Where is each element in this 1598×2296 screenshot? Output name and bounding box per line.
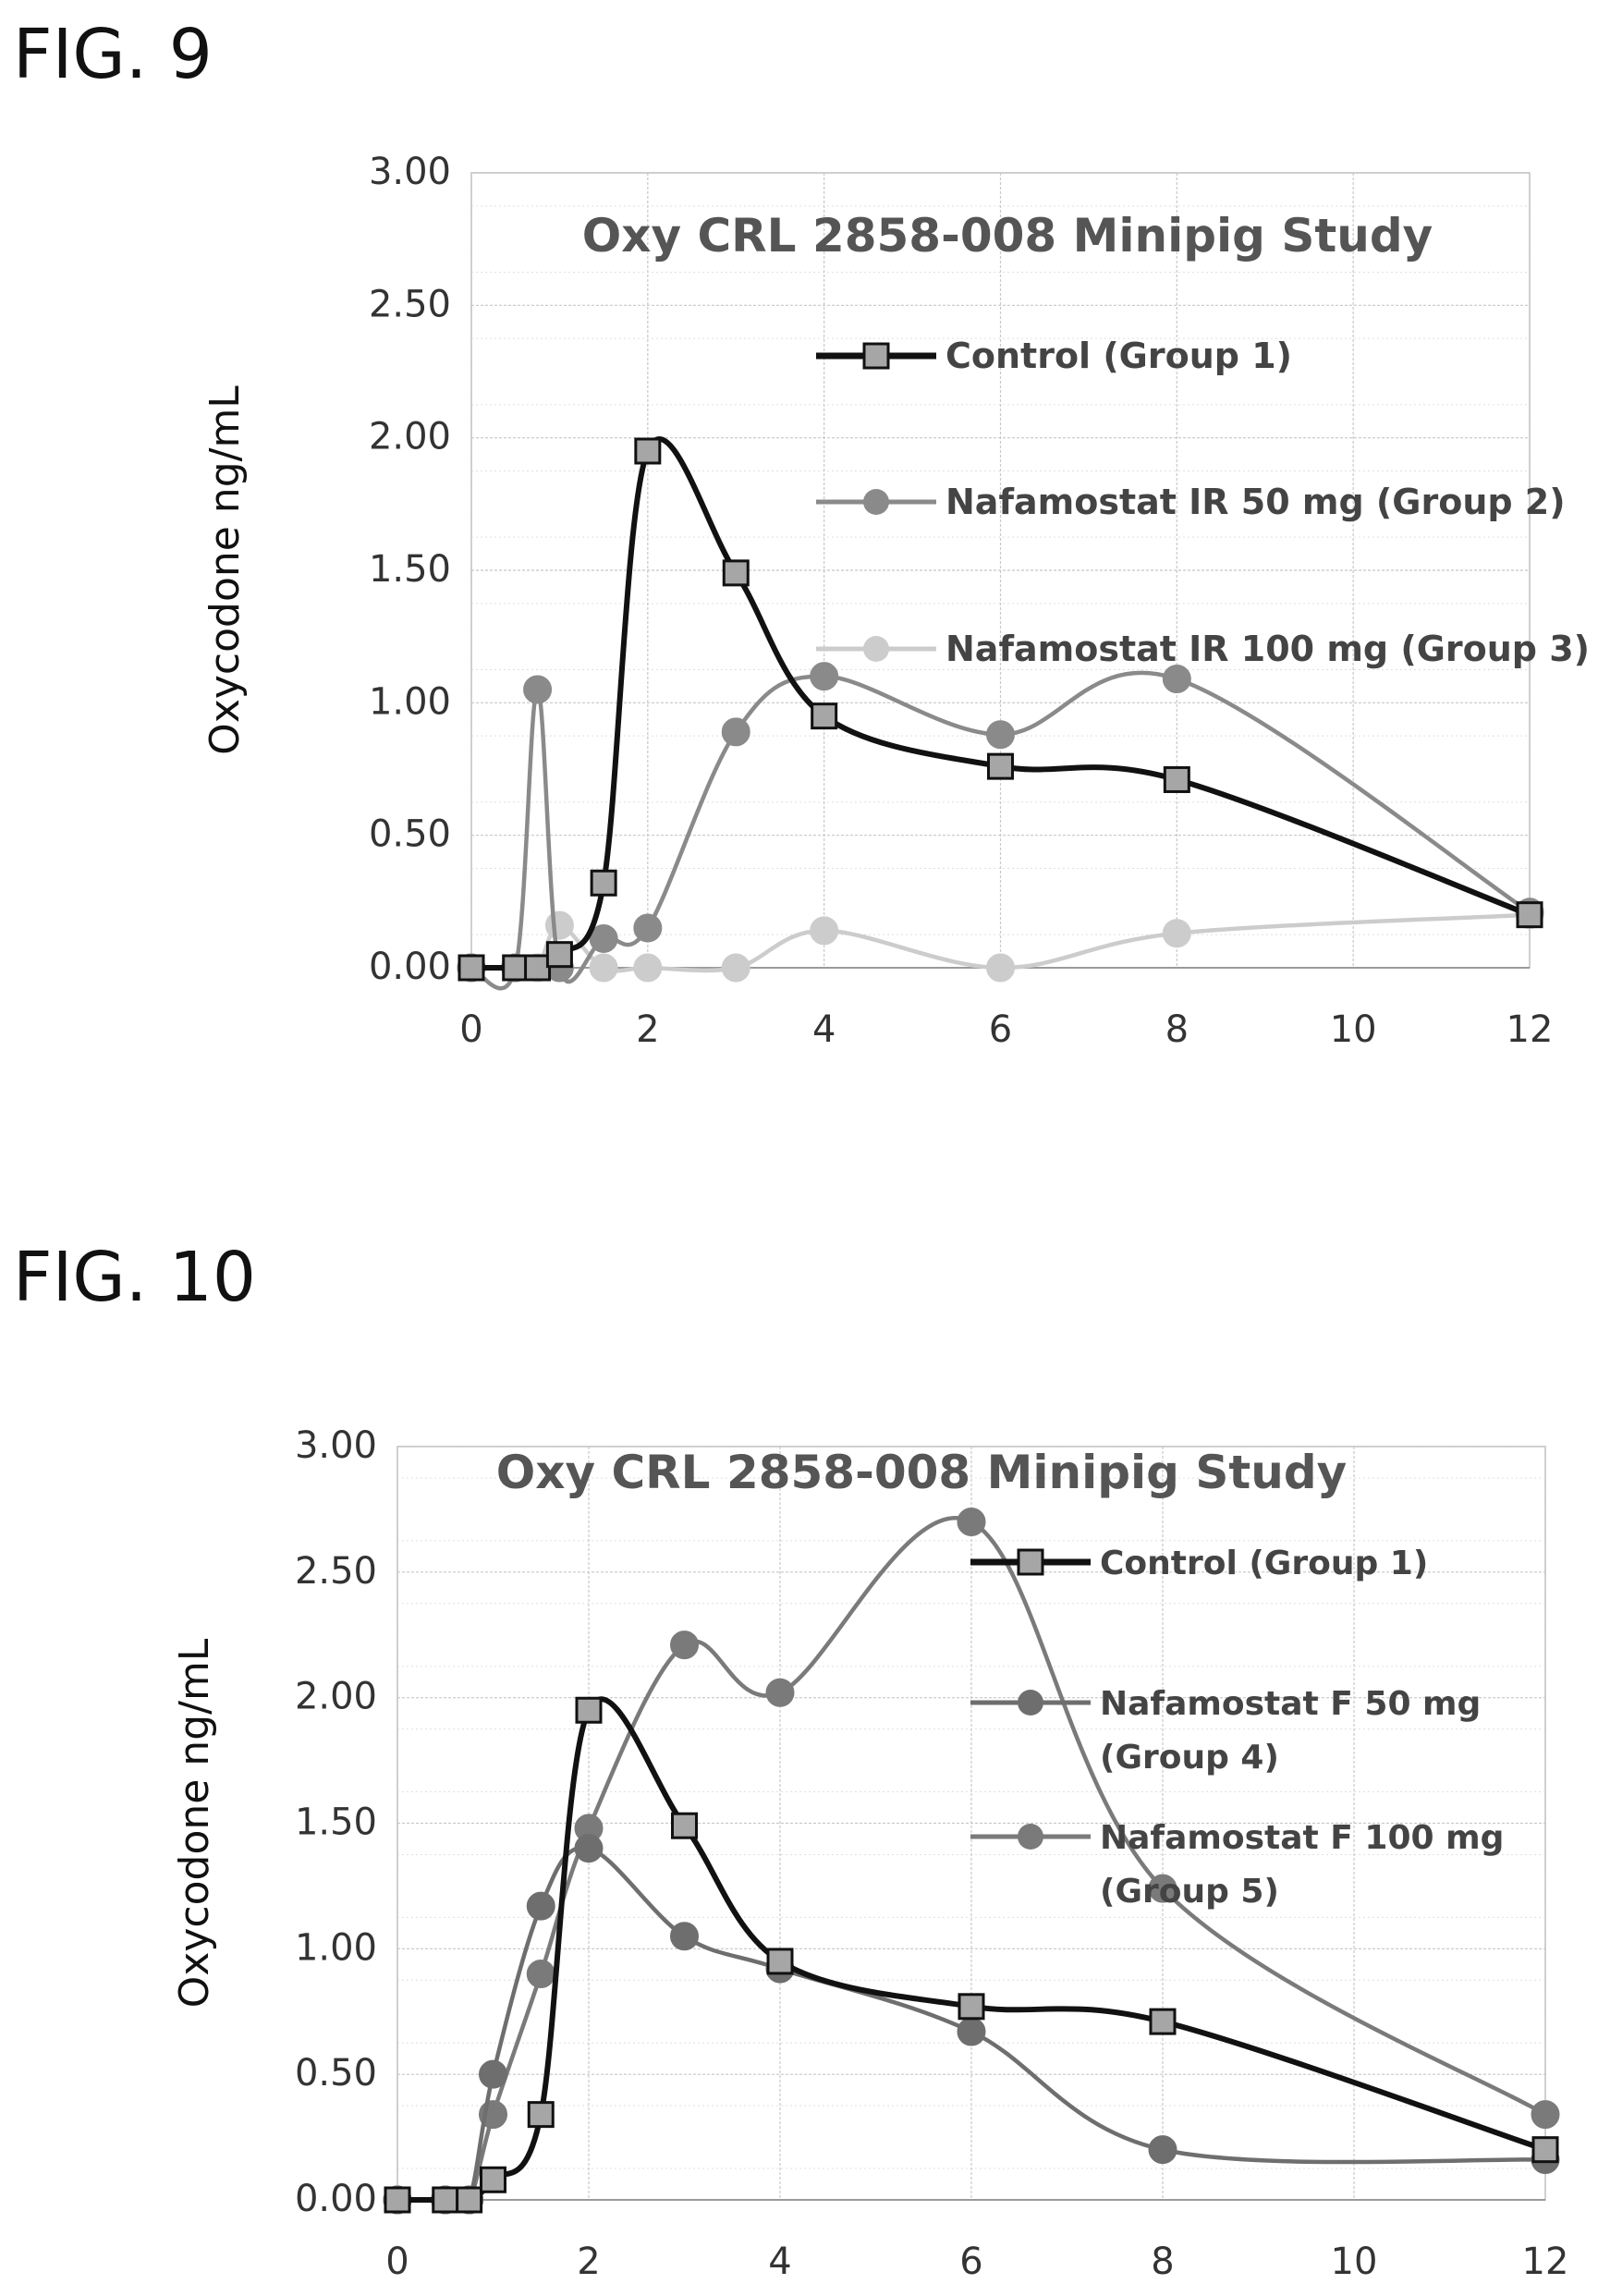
chart2-series-1-marker xyxy=(1531,2136,1559,2164)
chart1-legend-swatch-marker xyxy=(863,636,889,662)
chart2-series-2-marker xyxy=(574,1834,604,1863)
chart2-legend-label: Nafamostat F 50 mg xyxy=(1100,1685,1481,1723)
chart1-y-tick-label: 2.50 xyxy=(369,283,451,325)
chart1-series-3-marker xyxy=(633,953,663,983)
chart1-legend-swatch-marker xyxy=(862,342,890,370)
chart1-x-tick-label: 0 xyxy=(459,1008,482,1051)
chart1-y-tick-label: 3.00 xyxy=(369,151,451,193)
chart1-x-tick-label: 12 xyxy=(1507,1008,1554,1051)
chart1-series-2-marker xyxy=(986,720,1015,750)
chart1-series-3-marker xyxy=(986,953,1015,983)
chart1-series-1-marker xyxy=(590,869,617,897)
chart2-series-1-marker xyxy=(384,2186,411,2214)
chart1-legend-label: Control (Group 1) xyxy=(945,336,1292,376)
chart2-x-tick-label: 2 xyxy=(577,2241,600,2283)
chart1-y-tick-label: 0.50 xyxy=(369,813,451,856)
chart1-y-tick-label: 2.00 xyxy=(369,416,451,458)
chart2-x-tick-label: 12 xyxy=(1522,2241,1569,2283)
chart2-series-3-marker xyxy=(526,1960,555,1988)
chart2-y-tick-label: 1.00 xyxy=(295,1926,377,1969)
chart2-y-tick-label: 1.50 xyxy=(295,1801,377,1844)
chart1-x-tick-label: 2 xyxy=(636,1008,659,1051)
chart1-series-1-marker xyxy=(811,702,838,730)
chart1-series-2-marker xyxy=(523,675,553,704)
chart2-series-1-marker xyxy=(575,1696,603,1724)
chart1-series-3-marker xyxy=(589,953,618,983)
chart2-y-axis-label: Oxycodone ng/mL xyxy=(171,1638,218,2008)
chart2-series-3-marker xyxy=(670,1630,699,1660)
chart2-series-1-marker xyxy=(766,1948,794,1975)
chart1-x-tick-label: 6 xyxy=(989,1008,1012,1051)
chart2-series-2-marker xyxy=(479,2059,507,2089)
chart2-x-tick-label: 0 xyxy=(385,2241,409,2283)
chart1-y-tick-label: 1.00 xyxy=(369,680,451,723)
chart1-legend-label: Nafamostat IR 100 mg (Group 3) xyxy=(945,629,1590,669)
chart2-y-tick-label: 2.50 xyxy=(295,1550,377,1593)
chart1-series-2-line xyxy=(470,670,1531,991)
chart2-series-2-marker xyxy=(670,1922,699,1951)
chart1-series-1-marker xyxy=(545,941,573,969)
chart2-series-1-marker xyxy=(671,1812,698,1839)
chart2-series-3-marker xyxy=(957,1508,986,1536)
chart1-series-2-marker xyxy=(810,662,839,691)
chart1-y-tick-label: 0.00 xyxy=(369,946,451,988)
chart2-series-1-marker xyxy=(480,2166,506,2193)
chart2-y-tick-label: 2.00 xyxy=(295,1676,377,1718)
chart1-series-2-marker xyxy=(633,913,663,943)
chart2-x-tick-label: 6 xyxy=(959,2241,982,2283)
chart1-series-1-marker xyxy=(1163,765,1190,793)
chart1-x-tick-label: 4 xyxy=(812,1008,836,1051)
chart1-series-3-marker xyxy=(721,953,750,983)
chart1-legend-swatch-marker xyxy=(863,489,889,515)
chart1-series-2-marker xyxy=(1162,665,1191,694)
chart2-y-tick-label: 3.00 xyxy=(295,1424,377,1467)
chart2-legend-label: Nafamostat F 100 mg xyxy=(1100,1819,1504,1857)
chart1-series-1-marker xyxy=(457,954,485,982)
chart2-series-1-marker xyxy=(958,1993,985,2021)
chart2-series-1-marker xyxy=(432,2186,459,2214)
chart2-series-1-marker xyxy=(527,2101,555,2129)
chart1-series-1-marker xyxy=(1516,901,1543,929)
chart2-series-2-marker xyxy=(1148,2135,1177,2165)
figure-9-label: FIG. 9 xyxy=(13,15,213,94)
chart2-series-3-marker xyxy=(765,1678,795,1707)
chart2-series-3-marker xyxy=(1531,2100,1560,2130)
chart1-series-3-marker xyxy=(810,916,839,946)
chart1-series-1-marker xyxy=(722,559,750,587)
chart2-legend-swatch-marker xyxy=(1018,1690,1043,1716)
chart2-x-tick-label: 8 xyxy=(1151,2241,1174,2283)
chart2-series-3-marker xyxy=(1148,1874,1177,1903)
chart2-legend-label: (Group 5) xyxy=(1100,1873,1279,1911)
chart-fig-9: 0.00 0.50 1.00 1.50 2.00 2.50 3.00 0 2 4 6 8 10 12 Oxy… xyxy=(201,151,1590,1051)
chart1-series-3-marker xyxy=(1162,919,1191,948)
chart2-legend-swatch-marker xyxy=(1017,1548,1044,1576)
chart1-series-1-marker xyxy=(987,752,1014,780)
figure-10-label: FIG. 10 xyxy=(13,1238,256,1317)
chart2-series-2-marker xyxy=(526,1891,555,1921)
chart1-legend-label: Nafamostat IR 50 mg (Group 2) xyxy=(945,482,1566,522)
chart2-series-2-marker xyxy=(957,2017,986,2046)
chart1-series-2-marker xyxy=(721,717,750,747)
chart2-title: Oxy CRL 2858-008 Minipig Study xyxy=(496,1446,1348,1499)
chart1-series-1-marker xyxy=(634,437,662,465)
chart2-legend-label: (Group 4) xyxy=(1100,1739,1279,1777)
chart2-x-tick-label: 4 xyxy=(768,2241,791,2283)
chart1-y-tick-label: 1.50 xyxy=(369,548,451,591)
chart1-x-tick-label: 10 xyxy=(1330,1008,1377,1051)
chart1-series-2-marker xyxy=(589,923,618,953)
chart2-series-1-marker xyxy=(1149,2008,1177,2035)
chart2-legend-swatch-marker xyxy=(1018,1824,1043,1850)
chart2-y-tick-label: 0.00 xyxy=(295,2178,377,2220)
chart1-title: Oxy CRL 2858-008 Minipig Study xyxy=(582,209,1433,263)
chart2-series-3-line xyxy=(397,1516,1547,2209)
chart1-y-axis-label: Oxycodone ng/mL xyxy=(201,385,249,755)
chart1-x-tick-label: 8 xyxy=(1165,1008,1189,1051)
chart2-series-1-marker xyxy=(456,2186,483,2214)
chart2-y-tick-label: 0.50 xyxy=(295,2052,377,2094)
chart2-x-tick-label: 10 xyxy=(1331,2241,1378,2283)
chart2-legend-label: Control (Group 1) xyxy=(1100,1545,1428,1582)
